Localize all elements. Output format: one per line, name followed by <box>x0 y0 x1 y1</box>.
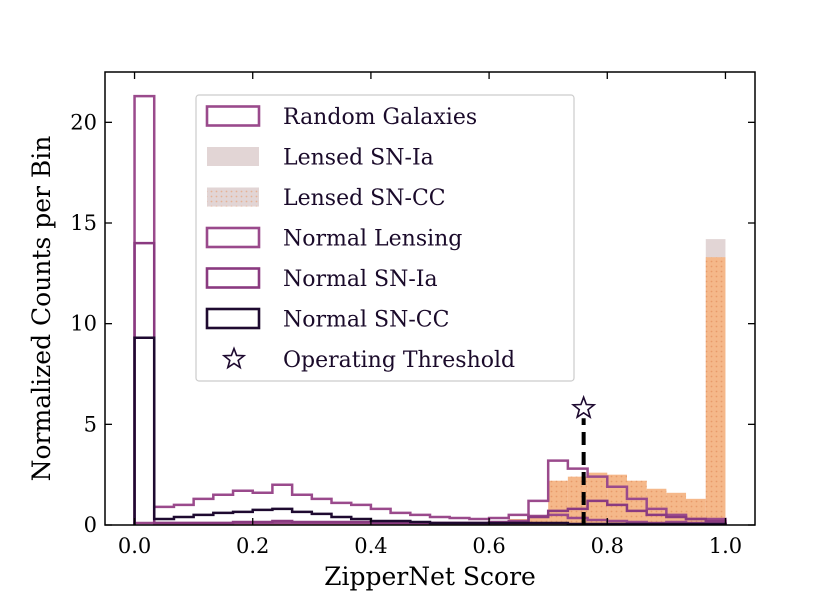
x-tick-label: 0.0 <box>118 534 151 558</box>
bar-hatch-26 <box>646 488 667 525</box>
y-tick-label: 0 <box>84 513 97 537</box>
bar-hatch-23 <box>587 472 608 525</box>
legend-handle <box>205 307 261 330</box>
legend: Random Galaxies Lensed SN-Ia Lensed SN-CC N… <box>195 94 575 382</box>
legend-handle <box>205 267 261 289</box>
legend-label: Lensed SN-CC <box>283 186 446 211</box>
x-tick-label: 0.6 <box>472 534 505 558</box>
bar-hatch-21 <box>548 480 568 525</box>
axes: 0.0 0.2 0.4 0.6 0.8 1.0 0 5 10 15 20 <box>70 71 756 558</box>
x-tick-label: 0.4 <box>354 534 387 558</box>
x-tick-label: 0.2 <box>236 534 269 558</box>
bar-hatch-28 <box>686 498 706 525</box>
legend-label: Operating Threshold <box>283 348 515 373</box>
bar-hatch-27 <box>666 492 687 525</box>
bar-hatch-29 <box>705 257 726 525</box>
legend-label: Random Galaxies <box>283 105 477 130</box>
bar-hatch-20 <box>528 514 549 525</box>
legend-handle <box>207 147 259 166</box>
series-random-galaxies <box>133 483 727 525</box>
x-axis-label: ZipperNet Score <box>324 562 536 591</box>
y-tick-label: 15 <box>70 211 97 235</box>
legend-box <box>195 94 575 382</box>
legend-handle-hatch <box>207 187 259 207</box>
legend-label: Normal SN-Ia <box>283 267 438 292</box>
x-tick-label: 0.8 <box>591 534 624 558</box>
legend-handle <box>205 105 261 127</box>
legend-label: Normal SN-CC <box>283 308 449 333</box>
legend-label: Normal Lensing <box>283 227 462 252</box>
bar-hatch-24 <box>607 474 627 525</box>
axes-frame <box>104 71 756 526</box>
x-tick-label: 1.0 <box>709 534 742 558</box>
y-tick-label: 20 <box>70 110 97 134</box>
threshold-star-marker <box>570 394 597 419</box>
y-tick-label: 5 <box>84 412 97 436</box>
legend-label: Lensed SN-Ia <box>283 146 434 171</box>
bar-hatch-25 <box>626 480 647 525</box>
series-normal-sn-cc <box>133 336 727 526</box>
plot-area <box>133 94 727 526</box>
y-axis-label: Normalized Counts per Bin <box>27 136 56 482</box>
legend-handle <box>205 226 261 249</box>
y-tick-label: 10 <box>70 312 97 336</box>
legend-star-icon <box>221 346 247 370</box>
